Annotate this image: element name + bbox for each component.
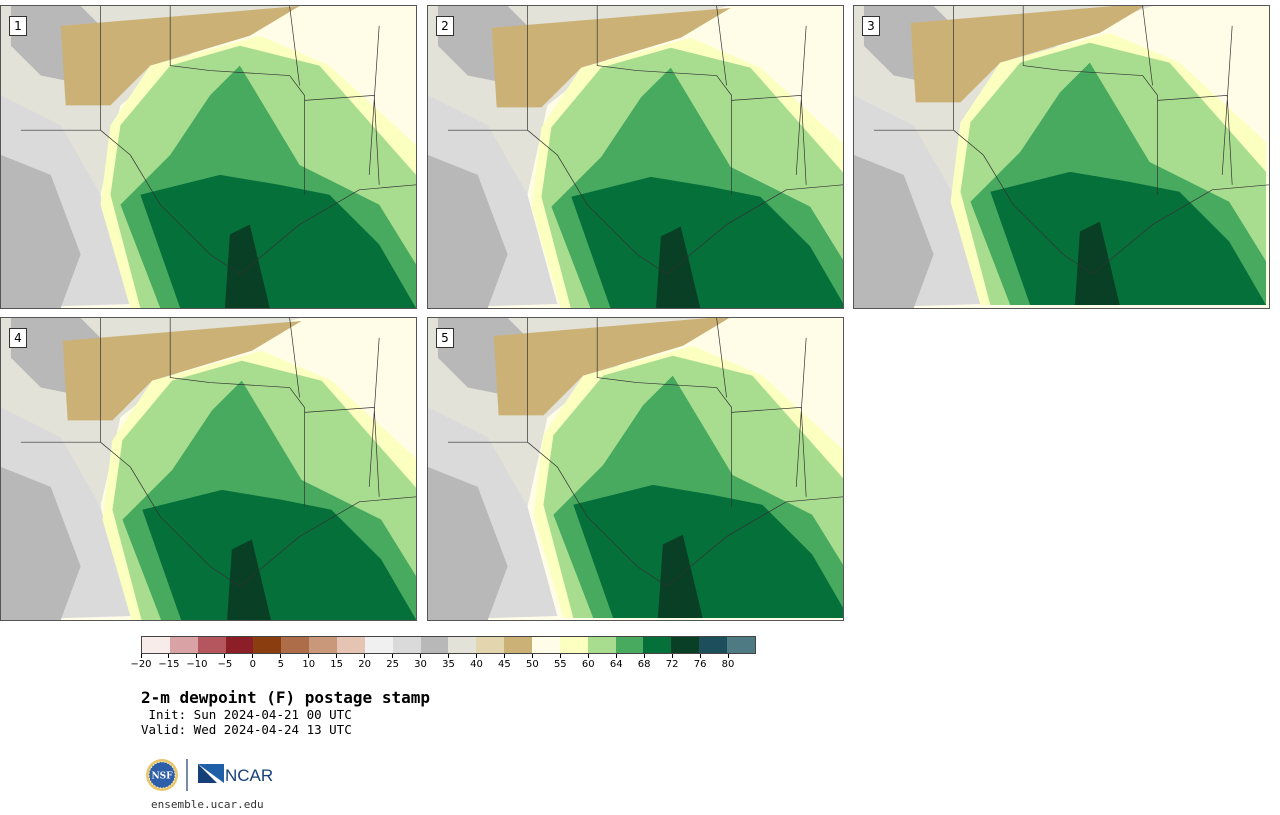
footer-url[interactable]: ensemble.ucar.edu	[151, 798, 264, 811]
mountain-region	[428, 155, 508, 308]
colorbar-tick-label: 0	[233, 654, 273, 670]
colorbar-swatch	[727, 637, 755, 653]
colorbar-swatch	[671, 637, 700, 653]
colorbar-tick-label: 20	[345, 654, 385, 670]
colorbar-swatch	[225, 637, 254, 653]
colorbar-swatch	[615, 637, 644, 653]
colorbar-tick-label: −15	[149, 654, 189, 670]
moist-band-68	[140, 174, 416, 308]
colorbar-tick-label: −10	[177, 654, 217, 670]
ncar-logo-icon: NCAR	[198, 764, 273, 785]
panel-number: 3	[862, 16, 880, 36]
colorbar-ticks: −20 −15 −10 −5 0 5 10 15 20 25 30 35 40 45 50 55 60 64 68 7…	[130, 654, 756, 678]
stamp-panel-4: 4	[0, 317, 417, 621]
colorbar-tick-label: 10	[289, 654, 329, 670]
colorbar-swatch	[559, 637, 588, 653]
dewpoint-map	[428, 318, 843, 620]
mountain-region	[854, 155, 934, 308]
moist-band-68	[571, 176, 843, 308]
moist-band-72	[224, 224, 270, 308]
colorbar-tick-label: 80	[708, 654, 748, 670]
low-dewpoint-band	[62, 320, 302, 421]
colorbar-swatch	[420, 637, 449, 653]
colorbar-swatch	[309, 637, 338, 653]
stamp-panel-5: 5	[427, 317, 844, 621]
colorbar-tick-label: 30	[401, 654, 441, 670]
colorbar-swatch	[197, 637, 226, 653]
colorbar-tick-label: 25	[373, 654, 413, 670]
panel-number: 5	[436, 328, 454, 348]
valid-time: Valid: Wed 2024-04-24 13 UTC	[141, 722, 352, 737]
state-borders	[20, 6, 416, 275]
colorbar-tick-label: 68	[624, 654, 664, 670]
colorbar-swatch	[504, 637, 533, 653]
colorbar-tick-label: 64	[596, 654, 636, 670]
colorbar-tick-label: 55	[540, 654, 580, 670]
colorbar-swatch	[643, 637, 672, 653]
dewpoint-map	[428, 6, 843, 308]
dewpoint-map	[854, 6, 1269, 308]
colorbar-swatch	[587, 637, 616, 653]
colorbar-swatch	[253, 637, 282, 653]
nsf-seal-icon: NSF	[146, 759, 178, 791]
moist-band-72	[657, 534, 703, 619]
dewpoint-map	[1, 318, 416, 620]
low-dewpoint-band	[60, 6, 300, 106]
low-dewpoint-band	[491, 7, 731, 108]
stamp-panel-2: 2	[427, 5, 844, 309]
nsf-ncar-logo: NSF NCAR	[145, 757, 275, 793]
state-borders	[873, 6, 1269, 275]
moist-band-68	[990, 171, 1267, 306]
nsf-text: NSF	[151, 772, 173, 782]
colorbar-swatch	[364, 637, 393, 653]
dewpoint-map	[1, 6, 416, 308]
mountain-region	[428, 467, 508, 620]
colorbar-swatch	[337, 637, 365, 653]
init-time: Init: Sun 2024-04-21 00 UTC	[141, 707, 352, 722]
low-dewpoint-band	[493, 318, 730, 416]
chart-title: 2-m dewpoint (F) postage stamp	[141, 688, 430, 707]
colorbar-tick-label: −5	[205, 654, 245, 670]
stamp-panel-1: 1	[0, 5, 417, 309]
colorbar-tick-label: 35	[429, 654, 469, 670]
colorbar-tick-label: 76	[680, 654, 720, 670]
colorbar-swatch	[532, 637, 560, 653]
colorbar-tick-label: 15	[317, 654, 357, 670]
colorbar-swatch	[699, 637, 728, 653]
colorbar-swatch	[392, 637, 421, 653]
colorbar-tick-label: 72	[652, 654, 692, 670]
panel-number: 4	[9, 328, 27, 348]
colorbar	[141, 636, 756, 654]
colorbar-swatch	[142, 637, 170, 653]
colorbar-swatch	[476, 637, 505, 653]
colorbar-tick-label: 45	[484, 654, 524, 670]
moist-band-72	[656, 226, 701, 308]
colorbar-tick-label: 50	[512, 654, 552, 670]
panel-number: 1	[9, 16, 27, 36]
colorbar-tick-label: 40	[456, 654, 496, 670]
moist-band-72	[227, 539, 271, 620]
colorbar-swatch	[281, 637, 310, 653]
colorbar-swatch	[448, 637, 477, 653]
low-dewpoint-band	[910, 6, 1145, 103]
stamp-panel-3: 3	[853, 5, 1270, 309]
colorbar-tick-label: 5	[261, 654, 301, 670]
colorbar-tick-label: 60	[568, 654, 608, 670]
panel-number: 2	[436, 16, 454, 36]
mountain-region	[1, 155, 81, 308]
mountain-region	[1, 467, 81, 620]
moist-band-68	[142, 489, 416, 620]
ncar-text: NCAR	[225, 766, 273, 785]
moist-band-72	[1074, 221, 1120, 306]
state-borders	[447, 318, 843, 587]
state-borders	[447, 6, 843, 275]
colorbar-swatch	[169, 637, 198, 653]
colorbar-tick-label: −20	[121, 654, 161, 670]
state-borders	[20, 318, 416, 587]
